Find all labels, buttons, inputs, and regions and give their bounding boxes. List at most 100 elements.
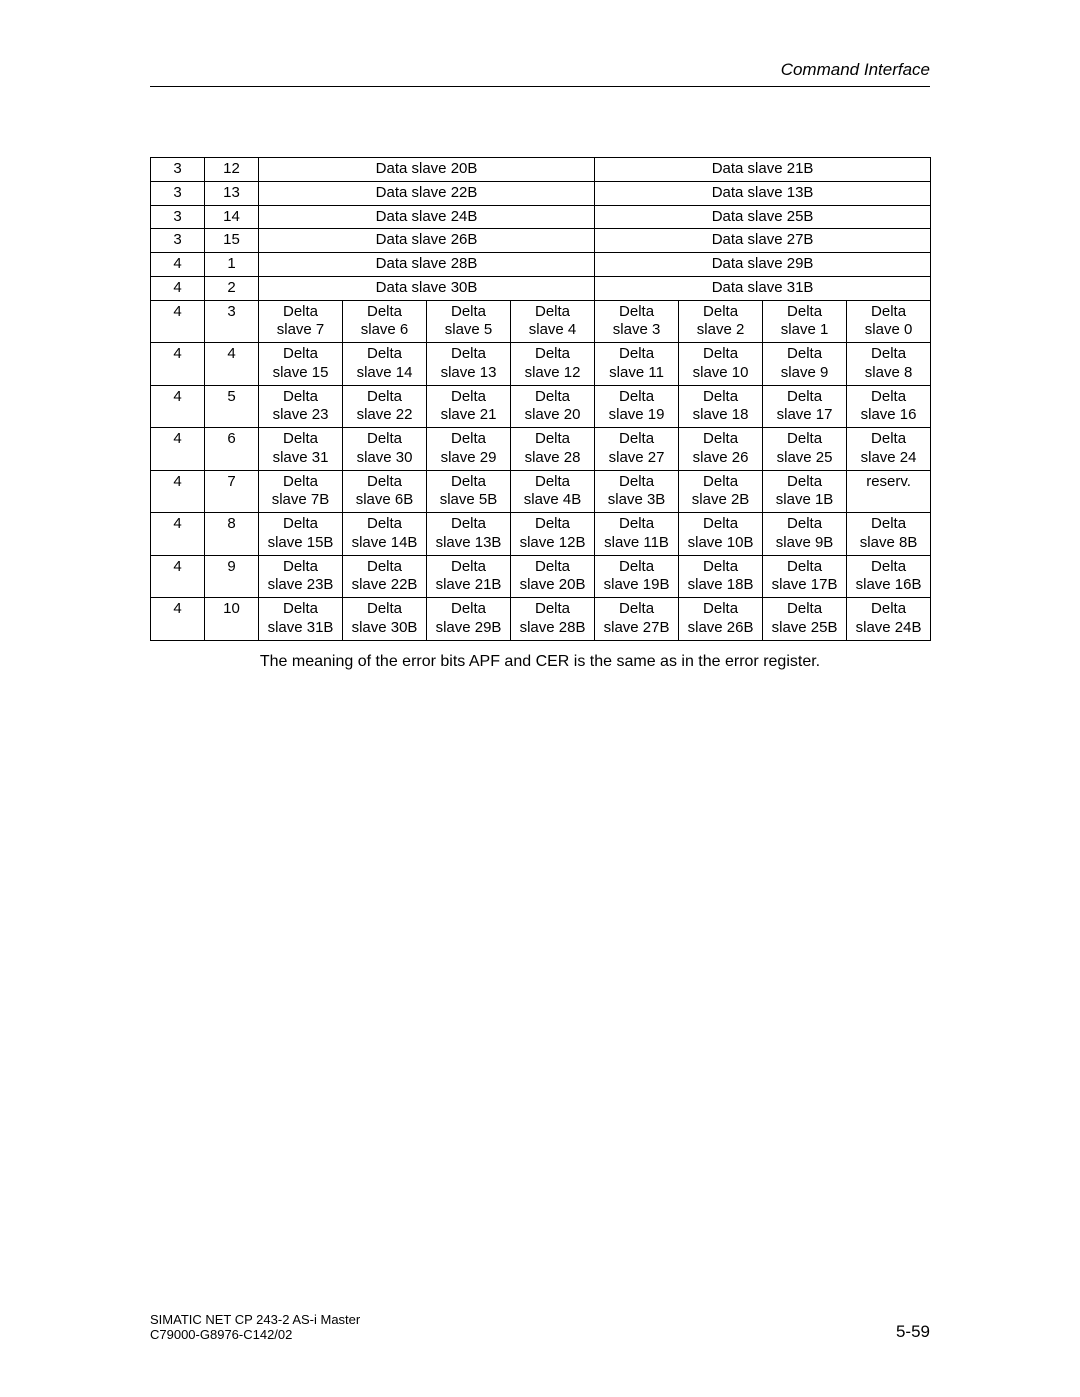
table-row: 315Data slave 26BData slave 27B: [151, 229, 931, 253]
col-b-cell: 6: [205, 428, 259, 471]
data-cell: Deltaslave 19B: [595, 555, 679, 598]
table-row: 43Deltaslave 7Deltaslave 6Deltaslave 5De…: [151, 300, 931, 343]
data-cell: Deltaslave 8: [847, 343, 931, 386]
data-cell: Deltaslave 19: [595, 385, 679, 428]
data-cell: Deltaslave 20B: [511, 555, 595, 598]
data-cell: Deltaslave 10: [679, 343, 763, 386]
span-left-cell: Data slave 20B: [259, 158, 595, 182]
col-b-cell: 10: [205, 598, 259, 641]
data-cell: Deltaslave 24B: [847, 598, 931, 641]
col-a-cell: 4: [151, 470, 205, 513]
data-cell: Deltaslave 27: [595, 428, 679, 471]
col-a-cell: 4: [151, 555, 205, 598]
span-right-cell: Data slave 31B: [595, 276, 931, 300]
data-cell: Deltaslave 0: [847, 300, 931, 343]
table-row: 410Deltaslave 31BDeltaslave 30BDeltaslav…: [151, 598, 931, 641]
data-cell: Deltaslave 26: [679, 428, 763, 471]
table-row: 44Deltaslave 15Deltaslave 14Deltaslave 1…: [151, 343, 931, 386]
col-b-cell: 4: [205, 343, 259, 386]
data-cell: Deltaslave 23B: [259, 555, 343, 598]
data-cell: Deltaslave 27B: [595, 598, 679, 641]
page-footer: SIMATIC NET CP 243-2 AS-i Master C79000-…: [150, 1312, 930, 1342]
data-cell: Deltaslave 3B: [595, 470, 679, 513]
table-row: 312Data slave 20BData slave 21B: [151, 158, 931, 182]
data-cell: Deltaslave 11: [595, 343, 679, 386]
table-row: 49Deltaslave 23BDeltaslave 22BDeltaslave…: [151, 555, 931, 598]
data-cell: Deltaslave 10B: [679, 513, 763, 556]
data-cell: Deltaslave 16B: [847, 555, 931, 598]
data-cell: Deltaslave 28: [511, 428, 595, 471]
col-b-cell: 14: [205, 205, 259, 229]
data-cell: Deltaslave 9B: [763, 513, 847, 556]
data-cell: Deltaslave 17: [763, 385, 847, 428]
data-cell: Deltaslave 6: [343, 300, 427, 343]
data-cell: Deltaslave 17B: [763, 555, 847, 598]
data-cell: Deltaslave 2: [679, 300, 763, 343]
col-a-cell: 3: [151, 205, 205, 229]
col-b-cell: 12: [205, 158, 259, 182]
table-row: 42Data slave 30BData slave 31B: [151, 276, 931, 300]
col-a-cell: 4: [151, 428, 205, 471]
data-table: 312Data slave 20BData slave 21B313Data s…: [150, 157, 931, 641]
data-cell: Deltaslave 31: [259, 428, 343, 471]
data-cell: Deltaslave 12: [511, 343, 595, 386]
table-row: 45Deltaslave 23Deltaslave 22Deltaslave 2…: [151, 385, 931, 428]
data-cell: Deltaslave 29: [427, 428, 511, 471]
span-left-cell: Data slave 22B: [259, 181, 595, 205]
col-b-cell: 5: [205, 385, 259, 428]
span-right-cell: Data slave 21B: [595, 158, 931, 182]
data-cell: Deltaslave 16: [847, 385, 931, 428]
span-right-cell: Data slave 13B: [595, 181, 931, 205]
col-b-cell: 7: [205, 470, 259, 513]
footer-page-number: 5-59: [896, 1322, 930, 1342]
data-cell: Deltaslave 9: [763, 343, 847, 386]
data-cell: Deltaslave 14B: [343, 513, 427, 556]
data-cell: Deltaslave 20: [511, 385, 595, 428]
page: Command Interface 312Data slave 20BData …: [0, 0, 1080, 1397]
data-cell: Deltaslave 4: [511, 300, 595, 343]
col-b-cell: 8: [205, 513, 259, 556]
data-cell: Deltaslave 14: [343, 343, 427, 386]
data-cell: reserv.: [847, 470, 931, 513]
data-cell: Deltaslave 26B: [679, 598, 763, 641]
data-cell: Deltaslave 23: [259, 385, 343, 428]
span-left-cell: Data slave 24B: [259, 205, 595, 229]
data-cell: Deltaslave 21: [427, 385, 511, 428]
data-cell: Deltaslave 3: [595, 300, 679, 343]
col-a-cell: 4: [151, 253, 205, 277]
span-right-cell: Data slave 29B: [595, 253, 931, 277]
table-row: 41Data slave 28BData slave 29B: [151, 253, 931, 277]
data-cell: Deltaslave 4B: [511, 470, 595, 513]
footer-line2: C79000-G8976-C142/02: [150, 1327, 360, 1342]
col-a-cell: 3: [151, 229, 205, 253]
data-cell: Deltaslave 24: [847, 428, 931, 471]
span-left-cell: Data slave 28B: [259, 253, 595, 277]
data-cell: Deltaslave 21B: [427, 555, 511, 598]
col-a-cell: 4: [151, 385, 205, 428]
col-a-cell: 4: [151, 343, 205, 386]
span-right-cell: Data slave 25B: [595, 205, 931, 229]
data-cell: Deltaslave 13B: [427, 513, 511, 556]
data-cell: Deltaslave 15B: [259, 513, 343, 556]
data-cell: Deltaslave 28B: [511, 598, 595, 641]
data-cell: Deltaslave 5B: [427, 470, 511, 513]
col-a-cell: 4: [151, 598, 205, 641]
data-cell: Deltaslave 6B: [343, 470, 427, 513]
col-a-cell: 4: [151, 276, 205, 300]
footer-left: SIMATIC NET CP 243-2 AS-i Master C79000-…: [150, 1312, 360, 1342]
col-a-cell: 3: [151, 158, 205, 182]
table-row: 46Deltaslave 31Deltaslave 30Deltaslave 2…: [151, 428, 931, 471]
data-cell: Deltaslave 18B: [679, 555, 763, 598]
col-a-cell: 3: [151, 181, 205, 205]
data-cell: Deltaslave 29B: [427, 598, 511, 641]
col-b-cell: 15: [205, 229, 259, 253]
col-a-cell: 4: [151, 513, 205, 556]
col-b-cell: 13: [205, 181, 259, 205]
data-cell: Deltaslave 1B: [763, 470, 847, 513]
col-a-cell: 4: [151, 300, 205, 343]
span-right-cell: Data slave 27B: [595, 229, 931, 253]
data-cell: Deltaslave 30: [343, 428, 427, 471]
data-cell: Deltaslave 8B: [847, 513, 931, 556]
page-header: Command Interface: [150, 60, 930, 87]
span-left-cell: Data slave 26B: [259, 229, 595, 253]
